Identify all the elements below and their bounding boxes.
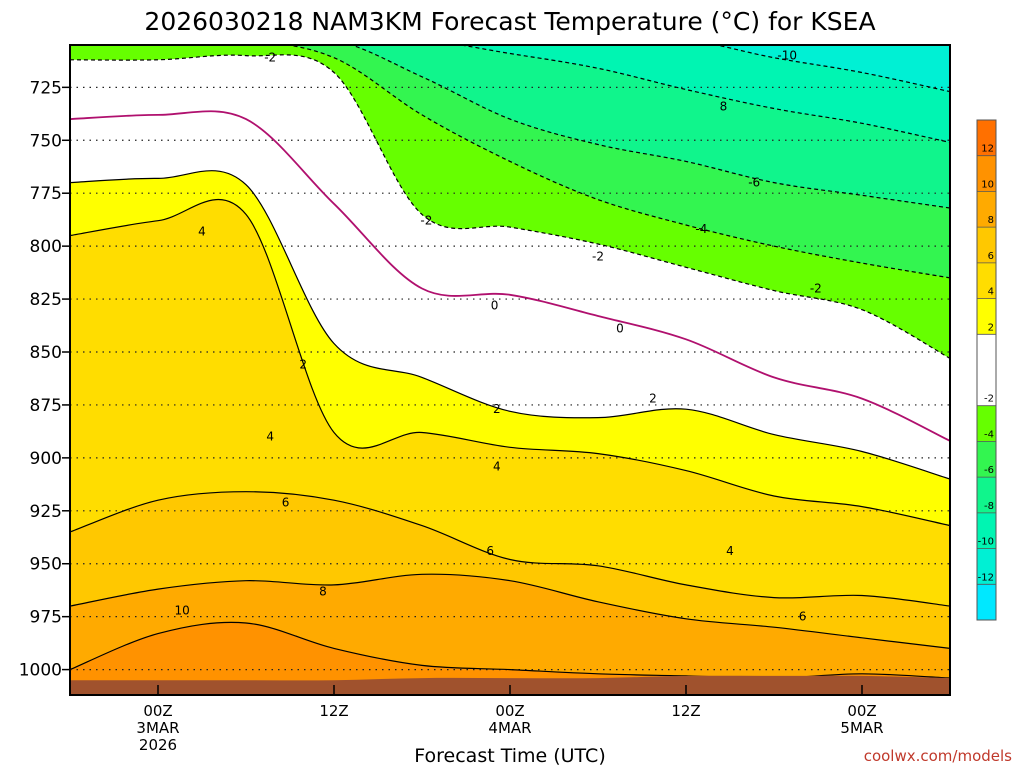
contour-label: -2 bbox=[810, 282, 822, 296]
contour-label: -4 bbox=[695, 222, 707, 236]
contour-label: -2 bbox=[420, 214, 432, 228]
colorbar-label: -12 bbox=[978, 572, 994, 583]
isotherm-line-0 bbox=[70, 110, 950, 442]
colorbar-swatch bbox=[977, 227, 996, 263]
colorbar-swatch bbox=[977, 370, 996, 406]
isotherm-line-8 bbox=[70, 573, 950, 649]
x-tick-label: 4MAR bbox=[488, 719, 531, 737]
colorbar-label: -4 bbox=[984, 429, 994, 440]
isotherm-line-4 bbox=[70, 198, 950, 527]
contour-label: 6 bbox=[282, 495, 290, 509]
colorbar-label: 6 bbox=[988, 251, 994, 262]
contour-label: 4 bbox=[266, 430, 274, 444]
colorbar-swatch bbox=[977, 155, 996, 192]
isotherm-line-minus-6 bbox=[349, 45, 950, 209]
y-tick-label: 725 bbox=[30, 78, 62, 98]
colorbar-label: 12 bbox=[981, 144, 994, 155]
x-tick-label: 5MAR bbox=[840, 719, 883, 737]
y-tick-label: 975 bbox=[30, 608, 62, 628]
x-tick-label: 3MAR bbox=[136, 719, 179, 737]
y-tick-label: 900 bbox=[30, 449, 62, 469]
source-credit: coolwx.com/models bbox=[864, 747, 1012, 765]
x-axis-label: Forecast Time (UTC) bbox=[414, 745, 605, 767]
colorbar-label: -2 bbox=[984, 394, 994, 405]
temp-band-below-minus-10 bbox=[716, 45, 950, 92]
contour-label: -6 bbox=[748, 176, 760, 190]
colorbar-legend: -12 -10 -8 -6 -4 -2 2 4 6 8 10 12 bbox=[976, 119, 997, 621]
colorbar-swatch bbox=[977, 334, 996, 370]
y-tick-label: 1000 bbox=[19, 661, 62, 681]
colorbar-label: 8 bbox=[988, 215, 994, 226]
x-tick-label: 12Z bbox=[319, 702, 348, 720]
y-tick-label: 850 bbox=[30, 343, 62, 363]
x-tick-label: 12Z bbox=[671, 702, 700, 720]
colorbar-label: 10 bbox=[981, 179, 994, 190]
contour-label: 10 bbox=[175, 603, 190, 617]
temperature-bands bbox=[70, 45, 950, 695]
colorbar-swatch bbox=[977, 405, 996, 442]
contour-label: 2 bbox=[649, 392, 657, 406]
colorbar-label: -10 bbox=[978, 537, 994, 548]
contour-label: 6 bbox=[486, 544, 494, 558]
colorbar-label: -8 bbox=[984, 501, 994, 512]
contour-label: 2 bbox=[493, 402, 501, 416]
colorbar-swatch bbox=[977, 548, 996, 585]
isotherm-lines bbox=[70, 45, 950, 679]
y-tick-label: 875 bbox=[30, 396, 62, 416]
colorbar-swatch bbox=[977, 441, 996, 478]
colorbar-swatch bbox=[977, 512, 996, 549]
isotherm-line-minus-8 bbox=[457, 45, 950, 143]
contour-label: -2 bbox=[592, 250, 604, 264]
contour-labels: -2 -10 8 -6 -2 -4 -2 -2 0 0 4 2 2 2 4 4 6 6 4 8 10 6 bbox=[175, 49, 822, 624]
colorbar-label: 4 bbox=[988, 287, 994, 298]
contour-label: 2 bbox=[299, 358, 307, 372]
x-tick-label: 2026 bbox=[139, 736, 177, 754]
chart-title: 2026030218 NAM3KM Forecast Temperature (… bbox=[144, 7, 875, 36]
y-tick-label: 750 bbox=[30, 131, 62, 151]
isotherm-line-2 bbox=[70, 170, 950, 480]
x-tick-label: 00Z bbox=[847, 702, 876, 720]
contour-label: -2 bbox=[264, 51, 276, 65]
contour-label: 8 bbox=[720, 99, 728, 113]
contour-label: 0 bbox=[616, 322, 624, 336]
colorbar-swatch bbox=[977, 298, 996, 335]
isotherm-line-minus-4 bbox=[284, 45, 950, 279]
y-axis: 725 750 775 800 825 850 875 900 925 950 975 1000 bbox=[19, 78, 70, 681]
y-tick-label: 950 bbox=[30, 555, 62, 575]
x-tick-label: 00Z bbox=[143, 702, 172, 720]
isotherm-line-6 bbox=[70, 491, 950, 607]
colorbar-label: 2 bbox=[988, 322, 994, 333]
contour-label: 6 bbox=[799, 610, 807, 624]
colorbar-swatch bbox=[977, 262, 996, 299]
colorbar-swatch bbox=[977, 191, 996, 228]
y-tick-label: 800 bbox=[30, 237, 62, 257]
colorbar-swatch bbox=[977, 584, 996, 620]
contour-label: 0 bbox=[491, 298, 499, 312]
contour-label: 8 bbox=[319, 584, 327, 598]
colorbar-frame bbox=[976, 119, 997, 621]
colorbar-label: -6 bbox=[984, 465, 994, 476]
contour-label: 4 bbox=[726, 544, 734, 558]
y-tick-label: 925 bbox=[30, 502, 62, 522]
plot-area: -2 -10 8 -6 -2 -4 -2 -2 0 0 4 2 2 2 4 4 6 6 4 8 10 6 bbox=[70, 45, 950, 695]
colorbar-swatch bbox=[977, 120, 996, 156]
y-tick-label: 775 bbox=[30, 184, 62, 204]
contour-label: -10 bbox=[777, 49, 797, 63]
contour-label: 4 bbox=[198, 224, 206, 238]
y-tick-label: 825 bbox=[30, 290, 62, 310]
contour-label: 4 bbox=[493, 459, 501, 473]
colorbar-swatch bbox=[977, 477, 996, 513]
x-tick-label: 00Z bbox=[495, 702, 524, 720]
